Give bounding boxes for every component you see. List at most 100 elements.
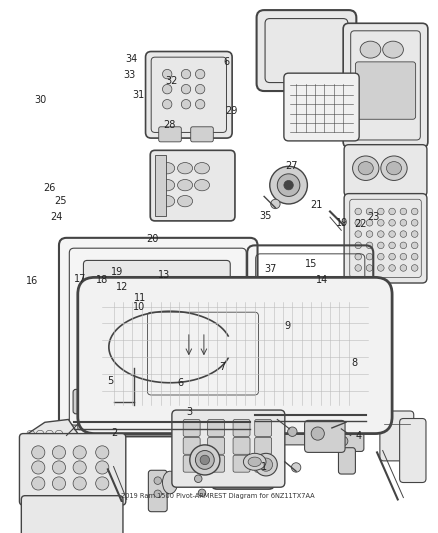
Circle shape: [162, 100, 172, 109]
Ellipse shape: [353, 156, 379, 181]
Circle shape: [270, 166, 307, 204]
Text: 20: 20: [146, 235, 158, 245]
FancyBboxPatch shape: [343, 23, 428, 148]
FancyBboxPatch shape: [208, 419, 225, 437]
Text: 5: 5: [107, 376, 113, 386]
FancyBboxPatch shape: [257, 10, 357, 91]
Circle shape: [181, 84, 191, 94]
Circle shape: [400, 220, 407, 226]
Ellipse shape: [160, 180, 175, 191]
FancyBboxPatch shape: [191, 127, 213, 142]
Text: 34: 34: [125, 54, 138, 64]
FancyBboxPatch shape: [172, 410, 285, 487]
Circle shape: [32, 461, 45, 474]
Circle shape: [95, 446, 109, 459]
Circle shape: [411, 242, 418, 249]
Circle shape: [339, 437, 348, 446]
Text: 4: 4: [355, 431, 361, 441]
Text: 29: 29: [225, 106, 237, 116]
Text: 25: 25: [54, 196, 67, 206]
FancyBboxPatch shape: [255, 455, 272, 472]
FancyBboxPatch shape: [212, 426, 275, 489]
Text: 6: 6: [223, 57, 230, 67]
Text: 31: 31: [132, 90, 144, 100]
Circle shape: [311, 427, 325, 440]
Text: 17: 17: [74, 273, 86, 284]
Text: 7: 7: [219, 362, 225, 372]
FancyBboxPatch shape: [159, 127, 181, 142]
Ellipse shape: [177, 163, 193, 174]
Circle shape: [200, 455, 209, 465]
Text: 11: 11: [134, 293, 146, 303]
Circle shape: [366, 242, 373, 249]
Circle shape: [195, 100, 205, 109]
Circle shape: [181, 69, 191, 79]
Ellipse shape: [160, 163, 175, 174]
Text: 21: 21: [311, 200, 323, 211]
Text: 1: 1: [261, 462, 267, 472]
Ellipse shape: [177, 180, 193, 191]
Circle shape: [389, 220, 396, 226]
Circle shape: [355, 242, 361, 249]
Text: 9: 9: [284, 321, 290, 330]
FancyBboxPatch shape: [186, 254, 207, 284]
FancyBboxPatch shape: [208, 438, 225, 454]
Text: 6: 6: [177, 378, 183, 388]
Circle shape: [378, 253, 384, 260]
Circle shape: [389, 253, 396, 260]
Circle shape: [198, 489, 206, 497]
Circle shape: [366, 231, 373, 237]
Text: 19: 19: [111, 266, 124, 277]
Circle shape: [195, 84, 205, 94]
FancyBboxPatch shape: [183, 419, 200, 437]
Circle shape: [400, 208, 407, 215]
Bar: [155, 155, 166, 216]
Circle shape: [400, 231, 407, 237]
Circle shape: [400, 253, 407, 260]
Text: 2019 Ram 1500 Pivot-ARMREST Diagram for 6NZ11TX7AA: 2019 Ram 1500 Pivot-ARMREST Diagram for …: [121, 492, 315, 498]
FancyBboxPatch shape: [148, 470, 167, 512]
FancyBboxPatch shape: [255, 419, 272, 437]
FancyBboxPatch shape: [150, 150, 235, 221]
Text: 33: 33: [123, 70, 135, 80]
FancyBboxPatch shape: [219, 433, 267, 482]
FancyBboxPatch shape: [145, 52, 232, 138]
Circle shape: [181, 100, 191, 109]
FancyBboxPatch shape: [59, 238, 258, 437]
Circle shape: [53, 461, 66, 474]
Circle shape: [355, 220, 361, 226]
Circle shape: [400, 265, 407, 271]
FancyBboxPatch shape: [380, 411, 414, 461]
FancyBboxPatch shape: [399, 418, 426, 482]
Text: 26: 26: [44, 183, 56, 193]
FancyBboxPatch shape: [183, 455, 200, 472]
Circle shape: [378, 265, 384, 271]
Circle shape: [411, 231, 418, 237]
Circle shape: [53, 446, 66, 459]
FancyBboxPatch shape: [355, 62, 416, 119]
Circle shape: [378, 231, 384, 237]
FancyBboxPatch shape: [304, 421, 345, 453]
Circle shape: [355, 208, 361, 215]
Circle shape: [389, 242, 396, 249]
Circle shape: [53, 477, 66, 490]
Text: 19: 19: [336, 219, 349, 229]
Circle shape: [271, 199, 280, 208]
Ellipse shape: [162, 471, 177, 494]
Ellipse shape: [381, 156, 407, 181]
Text: 35: 35: [259, 212, 272, 221]
Circle shape: [162, 69, 172, 79]
Circle shape: [259, 458, 272, 471]
Text: 30: 30: [34, 95, 46, 105]
Circle shape: [288, 427, 297, 437]
Ellipse shape: [160, 196, 175, 207]
FancyBboxPatch shape: [19, 433, 126, 505]
Circle shape: [277, 174, 300, 197]
Text: 12: 12: [116, 281, 129, 292]
Circle shape: [355, 253, 361, 260]
Ellipse shape: [383, 41, 403, 58]
FancyBboxPatch shape: [343, 419, 364, 451]
Circle shape: [154, 477, 162, 484]
Circle shape: [378, 208, 384, 215]
Text: 32: 32: [165, 76, 177, 86]
